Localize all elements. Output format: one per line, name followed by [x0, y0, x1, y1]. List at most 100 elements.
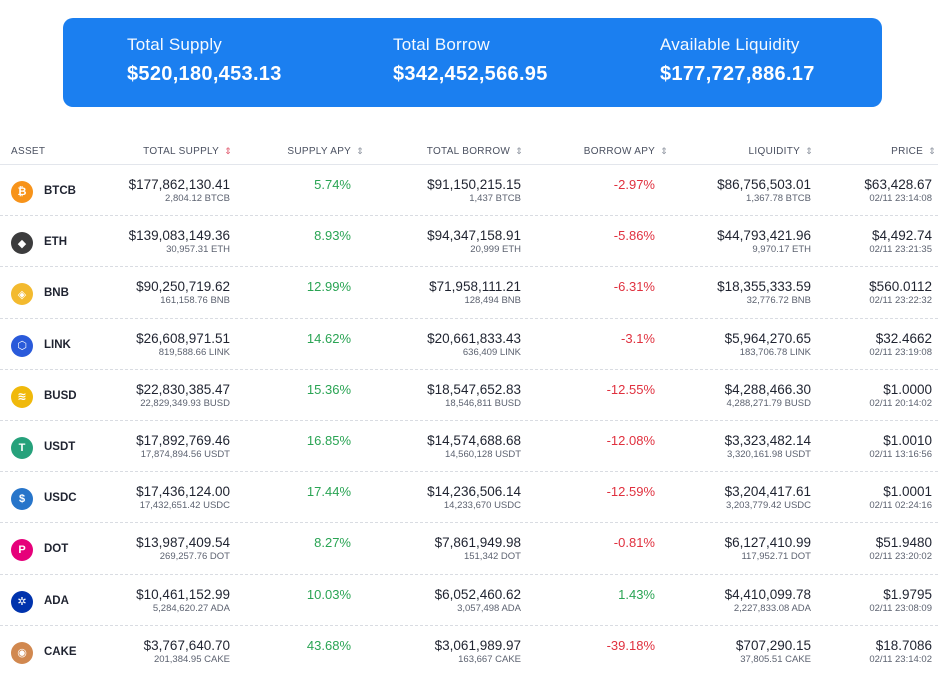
supply-usd: $13,987,409.54 [136, 535, 230, 550]
total-borrow-label: Total Borrow [393, 35, 548, 55]
bitcoin-icon: ₿ [11, 181, 33, 203]
supply-apy: 17.44% [307, 484, 351, 499]
liquidity-cell: $5,964,270.65 183,706.78 LINK [725, 331, 811, 358]
column-header-asset: ASSET [11, 146, 45, 157]
supply-amount: 201,384.95 CAKE [144, 654, 230, 665]
market-summary-panel: Total Supply $520,180,453.13 Total Borro… [63, 18, 882, 107]
liquidity-amount: 32,776.72 BNB [717, 295, 811, 306]
total-borrow-value: $342,452,566.95 [393, 63, 548, 86]
borrow-amount: 14,233,670 USDC [427, 500, 521, 511]
total-supply-cell: $22,830,385.47 22,829,349.93 BUSD [136, 382, 230, 409]
total-supply-cell: $90,250,719.62 161,158.76 BNB [136, 279, 230, 306]
borrow-usd: $71,958,111.21 [429, 279, 521, 294]
supply-amount: 5,284,620.27 ADA [136, 603, 230, 614]
price-cell: $63,428.67 02/11 23:14:08 [864, 177, 932, 204]
table-row-usdt[interactable]: T USDT $17,892,769.46 17,874,894.56 USDT… [0, 421, 938, 472]
liquidity-amount: 117,952.71 DOT [725, 551, 811, 562]
price-timestamp: 02/11 23:21:35 [869, 244, 932, 255]
borrow-apy-cell: -5.86% [614, 228, 655, 243]
total-borrow-stat: Total Borrow $342,452,566.95 [393, 35, 548, 86]
supply-apy: 5.74% [314, 177, 351, 192]
column-header-total-borrow[interactable]: TOTAL BORROW ⇕ [427, 146, 523, 157]
sort-icon: ⇕ [928, 146, 936, 157]
total-supply-stat: Total Supply $520,180,453.13 [127, 35, 282, 86]
liquidity-amount: 4,288,271.79 BUSD [725, 398, 811, 409]
price-value: $32.4662 [869, 331, 932, 346]
asset-symbol: CAKE [44, 646, 77, 658]
total-borrow-cell: $14,236,506.14 14,233,670 USDC [427, 484, 521, 511]
total-supply-cell: $17,436,124.00 17,432,651.42 USDC [136, 484, 230, 511]
price-cell: $1.0000 02/11 20:14:02 [869, 382, 932, 409]
borrow-usd: $6,052,460.62 [435, 587, 521, 602]
borrow-apy: 1.43% [618, 587, 655, 602]
liquidity-usd: $3,323,482.14 [725, 433, 811, 448]
asset-symbol: USDT [44, 441, 75, 453]
total-supply-cell: $26,608,971.51 819,588.66 LINK [136, 331, 230, 358]
sort-active-icon: ⇕ [224, 146, 232, 157]
column-header-supply-apy[interactable]: SUPPLY APY ⇕ [287, 146, 364, 157]
table-row-eth[interactable]: ◆ ETH $139,083,149.36 30,957.31 ETH 8.93… [0, 216, 938, 267]
asset-symbol: LINK [44, 339, 71, 351]
table-row-busd[interactable]: ≋ BUSD $22,830,385.47 22,829,349.93 BUSD… [0, 370, 938, 421]
supply-apy: 14.62% [307, 331, 351, 346]
asset-symbol: BTCB [44, 185, 76, 197]
supply-apy-cell: 17.44% [307, 484, 351, 499]
liquidity-cell: $6,127,410.99 117,952.71 DOT [725, 535, 811, 562]
table-row-cake[interactable]: ◉ CAKE $3,767,640.70 201,384.95 CAKE 43.… [0, 626, 938, 677]
supply-apy: 10.03% [307, 587, 351, 602]
borrow-apy: -12.08% [607, 433, 655, 448]
supply-usd: $10,461,152.99 [136, 587, 230, 602]
price-timestamp: 02/11 23:19:08 [869, 347, 932, 358]
table-row-ada[interactable]: ✲ ADA $10,461,152.99 5,284,620.27 ADA 10… [0, 575, 938, 626]
price-cell: $51.9480 02/11 23:20:02 [869, 535, 932, 562]
price-value: $1.0010 [869, 433, 932, 448]
column-header-price[interactable]: PRICE ⇕ [891, 146, 936, 157]
price-value: $4,492.74 [869, 228, 932, 243]
sort-icon: ⇕ [356, 146, 364, 157]
column-header-borrow-apy[interactable]: BORROW APY ⇕ [584, 146, 668, 157]
borrow-amount: 151,342 DOT [435, 551, 521, 562]
liquidity-amount: 1,367.78 BTCB [717, 193, 811, 204]
borrow-usd: $94,347,158.91 [427, 228, 521, 243]
table-row-usdc[interactable]: $ USDC $17,436,124.00 17,432,651.42 USDC… [0, 472, 938, 523]
table-row-bnb[interactable]: ◈ BNB $90,250,719.62 161,158.76 BNB 12.9… [0, 267, 938, 318]
borrow-usd: $20,661,833.43 [427, 331, 521, 346]
available-liquidity-stat: Available Liquidity $177,727,886.17 [660, 35, 815, 86]
total-supply-cell: $17,892,769.46 17,874,894.56 USDT [136, 433, 230, 460]
asset-symbol: BNB [44, 287, 69, 299]
price-value: $51.9480 [869, 535, 932, 550]
liquidity-cell: $3,204,417.61 3,203,779.42 USDC [725, 484, 811, 511]
asset-symbol: USDC [44, 492, 77, 504]
liquidity-cell: $44,793,421.96 9,970.17 ETH [717, 228, 811, 255]
table-row-dot[interactable]: P DOT $13,987,409.54 269,257.76 DOT 8.27… [0, 523, 938, 574]
table-row-link[interactable]: ⬡ LINK $26,608,971.51 819,588.66 LINK 14… [0, 319, 938, 370]
table-row-btcb[interactable]: ₿ BTCB $177,862,130.41 2,804.12 BTCB 5.7… [0, 165, 938, 216]
total-supply-cell: $13,987,409.54 269,257.76 DOT [136, 535, 230, 562]
price-value: $63,428.67 [864, 177, 932, 192]
column-header-total-supply[interactable]: TOTAL SUPPLY ⇕ [143, 146, 232, 157]
borrow-amount: 3,057,498 ADA [435, 603, 521, 614]
supply-apy: 8.93% [314, 228, 351, 243]
asset-symbol: ETH [44, 236, 67, 248]
borrow-amount: 163,667 CAKE [435, 654, 521, 665]
liquidity-cell: $3,323,482.14 3,320,161.98 USDT [725, 433, 811, 460]
borrow-usd: $14,574,688.68 [427, 433, 521, 448]
liquidity-usd: $5,964,270.65 [725, 331, 811, 346]
ethereum-icon: ◆ [11, 232, 33, 254]
price-timestamp: 02/11 20:14:02 [869, 398, 932, 409]
liquidity-usd: $4,288,466.30 [725, 382, 811, 397]
total-borrow-cell: $7,861,949.98 151,342 DOT [435, 535, 521, 562]
supply-apy: 15.36% [307, 382, 351, 397]
column-header-liquidity[interactable]: LIQUIDITY ⇕ [749, 146, 813, 157]
chainlink-icon: ⬡ [11, 335, 33, 357]
supply-usd: $22,830,385.47 [136, 382, 230, 397]
total-supply-cell: $139,083,149.36 30,957.31 ETH [129, 228, 230, 255]
total-supply-cell: $177,862,130.41 2,804.12 BTCB [129, 177, 230, 204]
price-cell: $32.4662 02/11 23:19:08 [869, 331, 932, 358]
liquidity-amount: 2,227,833.08 ADA [725, 603, 811, 614]
borrow-amount: 14,560,128 USDT [427, 449, 521, 460]
liquidity-usd: $18,355,333.59 [717, 279, 811, 294]
price-timestamp: 02/11 23:22:32 [869, 295, 932, 306]
supply-apy-cell: 43.68% [307, 638, 351, 653]
supply-amount: 22,829,349.93 BUSD [136, 398, 230, 409]
